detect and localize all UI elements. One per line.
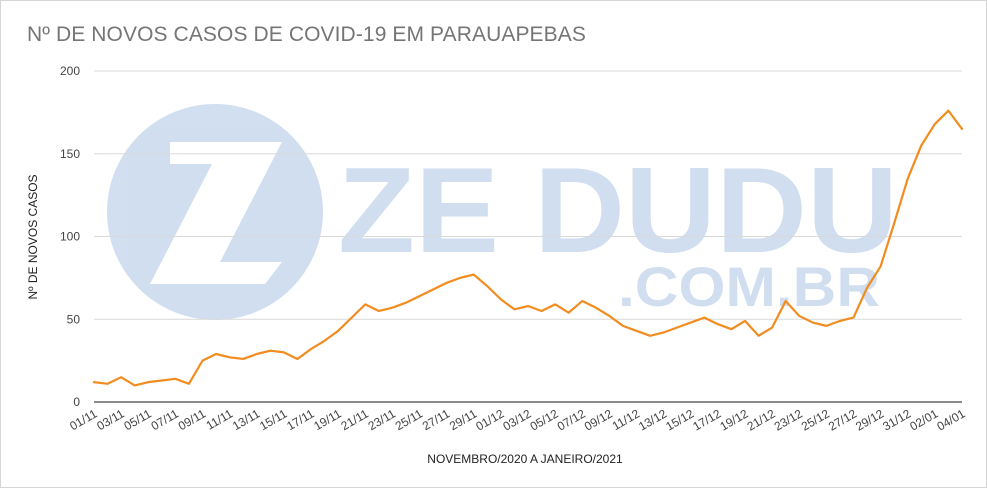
watermark-main-text: ZE DUDU [338, 142, 898, 278]
x-tick-labels: 01/1103/1105/1107/1109/1111/1113/1115/11… [67, 406, 968, 433]
x-tick-label: 04/01 [934, 406, 967, 433]
y-tick-label: 50 [67, 312, 81, 326]
y-tick-label: 200 [60, 64, 80, 78]
y-tick-label: 150 [60, 147, 80, 161]
watermark-logo: ZE DUDU .COM.BR [107, 104, 898, 320]
watermark-z-icon [150, 142, 282, 284]
chart-title: Nº DE NOVOS CASOS DE COVID-19 EM PARAUAP… [27, 23, 586, 46]
x-tick-label: 11/11 [204, 406, 236, 432]
series-line [92, 109, 964, 387]
y-tick-label: 100 [60, 230, 80, 244]
grid-lines [94, 70, 962, 403]
y-axis-title: Nº DE NOVOS CASOS [26, 174, 40, 299]
y-tick-labels: 0 50 100 150 200 [60, 64, 80, 409]
x-axis-title: NOVEMBRO/2020 A JANEIRO/2021 [427, 452, 623, 466]
y-tick-label: 0 [73, 395, 80, 409]
watermark-sub-text: .COM.BR [618, 255, 880, 318]
